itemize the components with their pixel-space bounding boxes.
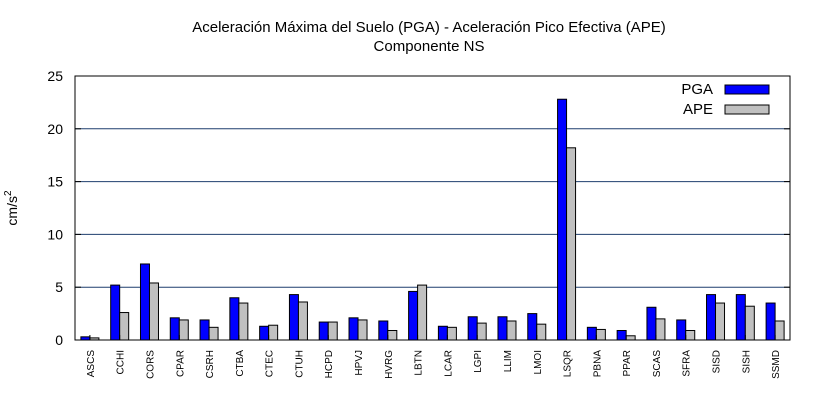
bar-ape-llim	[506, 320, 517, 341]
bar-ape-pbna	[595, 328, 606, 341]
bar-pga-hpvj	[348, 317, 359, 341]
x-tick-label: SISD	[712, 350, 723, 373]
legend-swatch-pga	[724, 84, 770, 95]
bar-pga-sish	[735, 294, 746, 341]
bar-ape-lmoi	[536, 323, 547, 341]
bar-ape-cors	[148, 282, 159, 341]
bar-pga-ppar	[616, 329, 627, 341]
bar-pga-llim	[497, 316, 508, 341]
bar-ape-hcpd	[327, 321, 338, 341]
chart-title: Aceleración Máxima del Suelo (PGA) - Ace…	[192, 19, 666, 36]
bar-ape-lsqr	[566, 147, 577, 341]
y-tick-label: 0	[55, 332, 63, 348]
legend: PGA APE	[681, 81, 770, 118]
bar-ape-sfra	[685, 329, 696, 341]
plot-frame	[74, 75, 791, 341]
x-tick-label: CTBA	[235, 350, 246, 377]
x-tick-label: LSQR	[563, 350, 574, 377]
bar-pga-ctba	[229, 297, 240, 341]
x-tick-label: LCAR	[443, 350, 454, 377]
bar-pga-sfra	[676, 319, 687, 341]
bar-ape-ctec	[268, 324, 279, 341]
bar-ape-hvrg	[387, 329, 398, 341]
x-tick-label: SCAS	[652, 350, 663, 378]
x-tick-label: LLIM	[503, 350, 514, 372]
bar-pga-lcar	[437, 325, 448, 341]
y-tick-label: 25	[47, 68, 63, 84]
x-tick-label: PBNA	[592, 350, 603, 378]
bar-pga-csrh	[199, 319, 210, 341]
bar-pga-ctec	[259, 325, 270, 341]
bar-pga-ssmd	[765, 302, 776, 341]
bar-ape-cpar	[178, 319, 189, 341]
x-tick-label: CTUH	[294, 350, 305, 378]
x-tick-label: PPAR	[622, 350, 633, 377]
x-tick-label: ASCS	[86, 350, 97, 378]
x-tick-label: HCPD	[324, 350, 335, 378]
bar-pga-cpar	[169, 317, 180, 341]
y-tick-label: 10	[47, 226, 63, 242]
bar-pga-lsqr	[557, 98, 568, 341]
bar-ape-sisd	[715, 302, 726, 341]
x-tick-label: LBTN	[414, 350, 425, 376]
x-tick-label: LGPI	[473, 350, 484, 373]
bar-pga-lgpi	[467, 316, 478, 341]
x-tick-label: SISH	[741, 350, 752, 373]
legend-swatch-ape	[724, 104, 770, 115]
y-tick-label: 20	[47, 121, 63, 137]
x-tick-label: CORS	[145, 350, 156, 379]
bar-ape-lcar	[446, 326, 457, 341]
bar-pga-hvrg	[378, 320, 389, 341]
bar-pga-ctuh	[288, 294, 299, 341]
x-tick-label: HVRG	[384, 350, 395, 379]
x-tick-label: CPAR	[175, 350, 186, 377]
bar-ape-ctuh	[297, 301, 308, 341]
bar-pga-cchi	[110, 284, 121, 341]
bar-ape-hpvj	[357, 319, 368, 341]
bar-pga-lbtn	[408, 290, 419, 341]
grid-lines	[75, 128, 790, 288]
x-tick-label: HPVJ	[354, 350, 365, 376]
x-tick-label: SSMD	[771, 350, 782, 379]
bar-pga-lmoi	[527, 313, 538, 341]
bar-pga-sisd	[706, 294, 717, 341]
bar-pga-hcpd	[318, 321, 329, 341]
bar-ape-sish	[744, 305, 755, 341]
bars	[80, 98, 785, 341]
axes: 0 5 10 15 20 25 ASCS CCHI CORS CPAR CSRH CTBA CTEC CT…	[47, 68, 791, 379]
bar-ape-lgpi	[476, 322, 487, 341]
bar-ape-scas	[655, 318, 666, 341]
bar-pga-scas	[646, 306, 657, 341]
y-tick-label: 15	[47, 174, 63, 190]
x-tick-label: LMOI	[533, 350, 544, 374]
x-tick-label: SFRA	[682, 350, 693, 377]
chart-subtitle: Componente NS	[374, 38, 485, 55]
bar-pga-cors	[139, 263, 150, 341]
legend-label-pga: PGA	[681, 81, 713, 98]
bar-pga-pbna	[586, 326, 597, 341]
bar-ape-ctba	[238, 302, 249, 341]
legend-label-ape: APE	[683, 101, 713, 118]
bar-ape-ssmd	[774, 320, 785, 341]
bar-ape-cchi	[119, 312, 130, 341]
bar-ape-ppar	[625, 335, 636, 341]
x-tick-label: CTEC	[265, 350, 276, 377]
x-tick-label: CCHI	[116, 350, 127, 374]
bar-ape-csrh	[208, 326, 219, 341]
bar-ape-lbtn	[417, 284, 428, 341]
y-axis-label: cm/s2	[3, 190, 20, 226]
x-tick-label: CSRH	[205, 350, 216, 378]
y-tick-label: 5	[55, 279, 63, 295]
